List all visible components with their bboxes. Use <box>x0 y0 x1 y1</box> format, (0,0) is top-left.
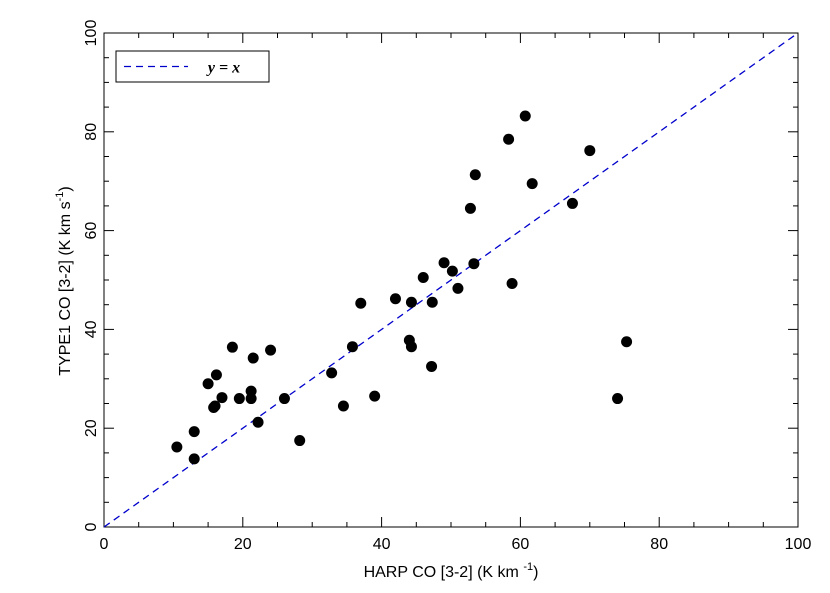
data-point <box>405 341 417 353</box>
data-point <box>226 341 238 353</box>
legend-box <box>115 50 270 83</box>
data-point <box>216 392 228 404</box>
data-point <box>519 110 531 122</box>
data-point <box>245 393 257 405</box>
data-point <box>503 133 515 145</box>
data-point <box>469 169 481 181</box>
x-tick-label: 0 <box>100 536 109 553</box>
data-point <box>426 296 438 308</box>
y-axis-title: TYPE1 CO [3-2] (K km s-1) <box>54 186 74 375</box>
data-point <box>612 393 624 405</box>
data-point <box>265 344 277 356</box>
data-point <box>506 277 518 289</box>
data-point <box>188 453 200 465</box>
data-point <box>468 258 480 270</box>
x-tick-label: 60 <box>512 536 530 553</box>
data-point <box>233 393 245 405</box>
data-point <box>369 390 381 402</box>
data-point <box>621 336 633 348</box>
x-tick-label: 100 <box>785 536 812 553</box>
y-tick-label: 100 <box>83 20 100 47</box>
data-point <box>337 400 349 412</box>
data-point <box>452 282 464 294</box>
reference-line-layer <box>103 32 799 528</box>
data-point <box>426 360 438 372</box>
y-tick-label: 80 <box>83 123 100 141</box>
data-point <box>326 367 338 379</box>
data-point <box>566 197 578 209</box>
data-point <box>247 352 259 364</box>
y-tick-label: 60 <box>83 222 100 240</box>
data-point <box>464 202 476 214</box>
data-point <box>252 416 264 428</box>
data-point <box>210 369 222 381</box>
y-tick-label: 0 <box>83 522 100 531</box>
data-point <box>526 178 538 190</box>
data-point <box>188 426 200 438</box>
data-point <box>346 341 358 353</box>
data-point <box>171 441 183 453</box>
data-point <box>209 400 221 412</box>
data-point <box>446 265 458 277</box>
data-point <box>278 393 290 405</box>
x-tick-label: 20 <box>234 536 252 553</box>
data-point <box>355 297 367 309</box>
x-axis-title: HARP CO [3-2] (K km -1) <box>364 561 539 581</box>
data-point <box>294 435 306 447</box>
y-tick-label: 40 <box>83 320 100 338</box>
axes-layer: 0 20 40 60 80 100 0 20 40 60 80 100 <box>83 20 811 553</box>
y-tick-label: 20 <box>83 419 100 437</box>
reference-line-y-equals-x <box>103 32 799 528</box>
data-point <box>438 257 450 269</box>
x-tick-label: 40 <box>373 536 391 553</box>
data-point <box>584 145 596 157</box>
points-layer <box>171 110 633 465</box>
legend-label: y = x <box>206 60 240 77</box>
data-point <box>389 293 401 305</box>
data-point <box>202 378 214 390</box>
data-point <box>405 296 417 308</box>
x-tick-label: 80 <box>650 536 668 553</box>
legend: y = x <box>115 50 270 83</box>
data-point <box>417 272 429 284</box>
